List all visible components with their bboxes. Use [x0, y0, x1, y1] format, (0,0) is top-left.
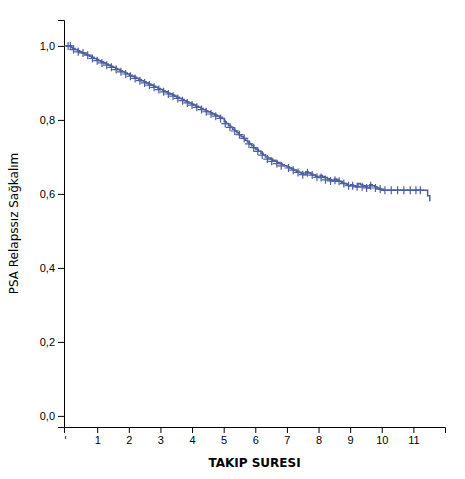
- censor-mark: [258, 151, 266, 159]
- tick-mark: [192, 427, 193, 433]
- tick-mark: [413, 427, 414, 433]
- tick: 0,6: [40, 188, 64, 200]
- tick: 9: [348, 427, 354, 446]
- tick-label: 0,2: [40, 336, 55, 348]
- tick-mark: [350, 427, 351, 433]
- tick-label: 7: [284, 434, 290, 446]
- tick: 11: [408, 427, 419, 446]
- y-axis-title: PSA Relapssız Sağkalım: [7, 153, 21, 295]
- tick-label: 1: [95, 434, 101, 446]
- censor-mark: [74, 48, 82, 56]
- censor-mark: [226, 123, 234, 131]
- tick-label: 6: [253, 434, 259, 446]
- tick-mark: [58, 268, 64, 269]
- tick-mark: [97, 427, 98, 433]
- tick-label: 0,6: [40, 188, 55, 200]
- censor-mark: [376, 185, 384, 193]
- censor-mark: [250, 144, 258, 152]
- axis-line: [65, 428, 446, 434]
- tick-mark: [287, 427, 288, 433]
- tick: 3: [158, 427, 164, 446]
- tick: 6: [253, 427, 259, 446]
- censor-mark: [358, 183, 366, 191]
- data: [64, 42, 430, 201]
- tick: 5: [221, 427, 227, 446]
- tick: 1: [95, 427, 101, 446]
- tick-mark: [58, 120, 64, 121]
- tick-label: 2: [126, 434, 132, 446]
- censor-mark: [349, 182, 357, 190]
- censor-mark: [235, 131, 243, 139]
- tick: 10: [376, 427, 388, 446]
- plot: 1 2 3 4 5 6 7 8 9 10 11 0,0 0,2 0,4 0,6 0,8 1,0 ' TAKIP SU…: [7, 21, 446, 471]
- tick-label: 0,0: [40, 410, 55, 422]
- tick-label: 11: [408, 434, 419, 446]
- survival-line: [66, 46, 430, 201]
- tick: 7: [284, 427, 290, 446]
- tick: 1,0: [40, 40, 64, 52]
- tick-mark: [58, 342, 64, 343]
- tick-label: 0,8: [40, 114, 55, 126]
- tick: 0,4: [40, 262, 64, 274]
- annotation: ': [64, 434, 67, 447]
- tick-label: 8: [316, 434, 322, 446]
- censor-mark: [371, 184, 379, 192]
- tick-label: 0,4: [40, 262, 55, 274]
- censor-mark: [221, 120, 229, 128]
- censor-mark: [217, 114, 225, 122]
- tick-mark: [58, 416, 64, 417]
- censor-mark: [245, 140, 253, 148]
- tick-mark: [224, 427, 225, 433]
- tick-label: 9: [348, 434, 354, 446]
- tick-mark: [255, 427, 256, 433]
- tick: 0,8: [40, 114, 64, 126]
- tick-mark: [319, 427, 320, 433]
- tick-label: 10: [376, 434, 388, 446]
- tick-mark: [129, 427, 130, 433]
- tick: 0,2: [40, 336, 64, 348]
- tick-label: 5: [221, 434, 227, 446]
- tick: 0,0: [40, 410, 64, 422]
- tick-label: 4: [189, 434, 195, 446]
- censor-mark: [327, 177, 335, 185]
- censor-mark: [277, 162, 285, 170]
- y-axis: 0,0 0,2 0,4 0,6 0,8 1,0: [40, 21, 65, 428]
- censor-mark: [240, 134, 248, 142]
- chart: 1 2 3 4 5 6 7 8 9 10 11 0,0 0,2 0,4 0,6 0,8 1,0 ' TAKIP SU…: [0, 0, 465, 479]
- tick-mark: [58, 194, 64, 195]
- x-axis-title: TAKIP SURESI: [208, 456, 300, 470]
- tick-mark: [382, 427, 383, 433]
- censor-mark: [321, 176, 329, 184]
- axis-line: [58, 21, 65, 428]
- tick-mark: [58, 46, 64, 47]
- tick-mark: [160, 427, 161, 433]
- x-axis: 1 2 3 4 5 6 7 8 9 10 11: [65, 427, 446, 446]
- tick: 4: [189, 427, 195, 446]
- tick-label: 1,0: [40, 40, 55, 52]
- censor-mark: [254, 147, 262, 155]
- censor-mark: [231, 127, 239, 135]
- tick: 2: [126, 427, 132, 446]
- tick: 8: [316, 427, 322, 446]
- censor-mark: [331, 176, 339, 184]
- censor-mark: [299, 171, 307, 179]
- tick-label: 3: [158, 434, 164, 446]
- censor-mark: [416, 186, 424, 194]
